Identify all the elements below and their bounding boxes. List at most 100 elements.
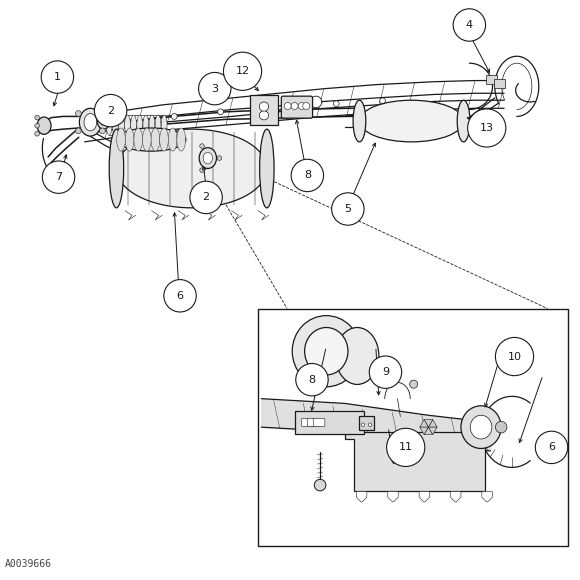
Circle shape xyxy=(125,118,131,124)
Circle shape xyxy=(291,103,298,110)
Ellipse shape xyxy=(168,128,177,151)
Ellipse shape xyxy=(143,115,148,135)
Ellipse shape xyxy=(151,128,160,151)
Circle shape xyxy=(75,128,81,134)
FancyBboxPatch shape xyxy=(359,416,374,430)
Text: 10: 10 xyxy=(508,351,521,361)
FancyBboxPatch shape xyxy=(302,418,313,426)
Text: 2: 2 xyxy=(202,193,209,202)
Circle shape xyxy=(361,423,365,426)
Text: 6: 6 xyxy=(176,291,183,301)
Circle shape xyxy=(190,181,222,213)
Polygon shape xyxy=(424,419,433,427)
Circle shape xyxy=(200,144,204,148)
Polygon shape xyxy=(345,432,494,491)
Ellipse shape xyxy=(161,115,167,135)
Circle shape xyxy=(259,111,269,120)
Ellipse shape xyxy=(149,115,155,135)
Circle shape xyxy=(35,132,39,136)
FancyBboxPatch shape xyxy=(313,418,325,426)
Circle shape xyxy=(303,103,310,110)
Text: 8: 8 xyxy=(304,171,311,180)
Circle shape xyxy=(75,111,81,117)
FancyBboxPatch shape xyxy=(295,411,364,434)
Circle shape xyxy=(259,102,269,111)
Ellipse shape xyxy=(137,115,143,135)
Circle shape xyxy=(535,431,568,463)
Ellipse shape xyxy=(97,113,110,129)
Circle shape xyxy=(100,128,106,134)
Text: 7: 7 xyxy=(55,172,62,182)
Polygon shape xyxy=(451,491,461,502)
Polygon shape xyxy=(429,419,437,427)
Circle shape xyxy=(387,428,425,466)
Circle shape xyxy=(495,421,507,433)
Circle shape xyxy=(368,423,372,426)
Ellipse shape xyxy=(106,115,112,135)
Polygon shape xyxy=(357,491,367,502)
Ellipse shape xyxy=(203,153,212,164)
Text: 1: 1 xyxy=(54,72,61,82)
Ellipse shape xyxy=(109,129,124,208)
Circle shape xyxy=(298,103,305,110)
Ellipse shape xyxy=(117,128,125,151)
Ellipse shape xyxy=(100,117,107,126)
Ellipse shape xyxy=(199,148,216,169)
Ellipse shape xyxy=(118,115,124,135)
Ellipse shape xyxy=(117,128,186,151)
Circle shape xyxy=(495,338,534,376)
Ellipse shape xyxy=(292,316,360,387)
Circle shape xyxy=(200,168,204,172)
Text: 8: 8 xyxy=(309,375,316,385)
Circle shape xyxy=(291,160,324,191)
Ellipse shape xyxy=(130,115,136,135)
Circle shape xyxy=(41,61,74,93)
Circle shape xyxy=(217,156,222,161)
FancyBboxPatch shape xyxy=(307,418,319,426)
Polygon shape xyxy=(420,419,429,427)
Polygon shape xyxy=(419,491,430,502)
Circle shape xyxy=(293,98,304,110)
Circle shape xyxy=(95,95,127,127)
Circle shape xyxy=(164,280,196,312)
Circle shape xyxy=(369,356,402,389)
Circle shape xyxy=(380,98,386,104)
Polygon shape xyxy=(388,491,398,502)
Ellipse shape xyxy=(143,128,151,151)
Circle shape xyxy=(296,364,328,396)
Circle shape xyxy=(310,96,322,108)
Text: 6: 6 xyxy=(548,443,555,452)
Circle shape xyxy=(284,103,291,110)
Ellipse shape xyxy=(113,115,118,135)
Ellipse shape xyxy=(304,328,348,375)
Text: 9: 9 xyxy=(382,367,389,377)
Ellipse shape xyxy=(177,128,186,151)
Ellipse shape xyxy=(134,128,143,151)
Text: 13: 13 xyxy=(480,123,494,133)
Polygon shape xyxy=(482,491,492,502)
Ellipse shape xyxy=(260,129,274,208)
Circle shape xyxy=(198,72,231,105)
Circle shape xyxy=(42,161,75,193)
Ellipse shape xyxy=(125,115,130,135)
FancyBboxPatch shape xyxy=(494,79,505,88)
Circle shape xyxy=(453,9,485,41)
Polygon shape xyxy=(429,427,437,434)
Circle shape xyxy=(314,479,326,491)
Ellipse shape xyxy=(155,115,161,135)
Ellipse shape xyxy=(37,117,51,135)
Text: 11: 11 xyxy=(398,443,413,452)
Ellipse shape xyxy=(461,406,501,448)
Polygon shape xyxy=(424,427,433,434)
Text: 4: 4 xyxy=(466,20,473,30)
Text: A0039666: A0039666 xyxy=(5,559,52,569)
Ellipse shape xyxy=(353,100,366,142)
Circle shape xyxy=(334,101,339,107)
Circle shape xyxy=(35,115,39,120)
Circle shape xyxy=(467,109,506,147)
Circle shape xyxy=(223,52,262,90)
Ellipse shape xyxy=(360,100,463,142)
Circle shape xyxy=(409,380,418,388)
FancyBboxPatch shape xyxy=(486,75,496,84)
Text: 12: 12 xyxy=(235,66,249,77)
